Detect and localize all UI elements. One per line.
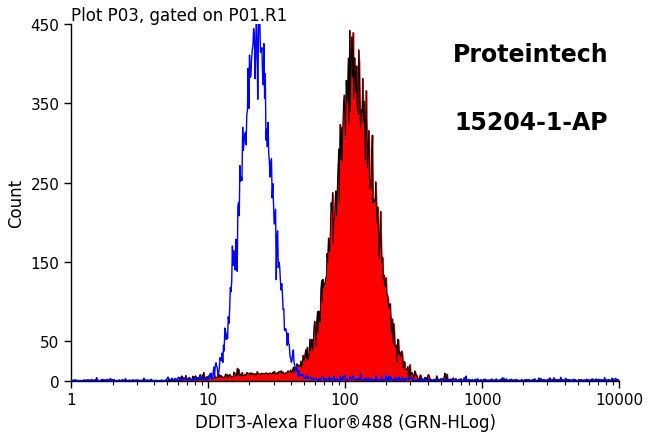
Text: Proteintech: Proteintech [452,43,608,67]
Text: Plot P03, gated on P01.R1: Plot P03, gated on P01.R1 [72,7,287,25]
Text: 15204-1-AP: 15204-1-AP [454,110,608,134]
Y-axis label: Count: Count [7,178,25,227]
X-axis label: DDIT3-Alexa Fluor®488 (GRN-HLog): DDIT3-Alexa Fluor®488 (GRN-HLog) [194,413,496,431]
